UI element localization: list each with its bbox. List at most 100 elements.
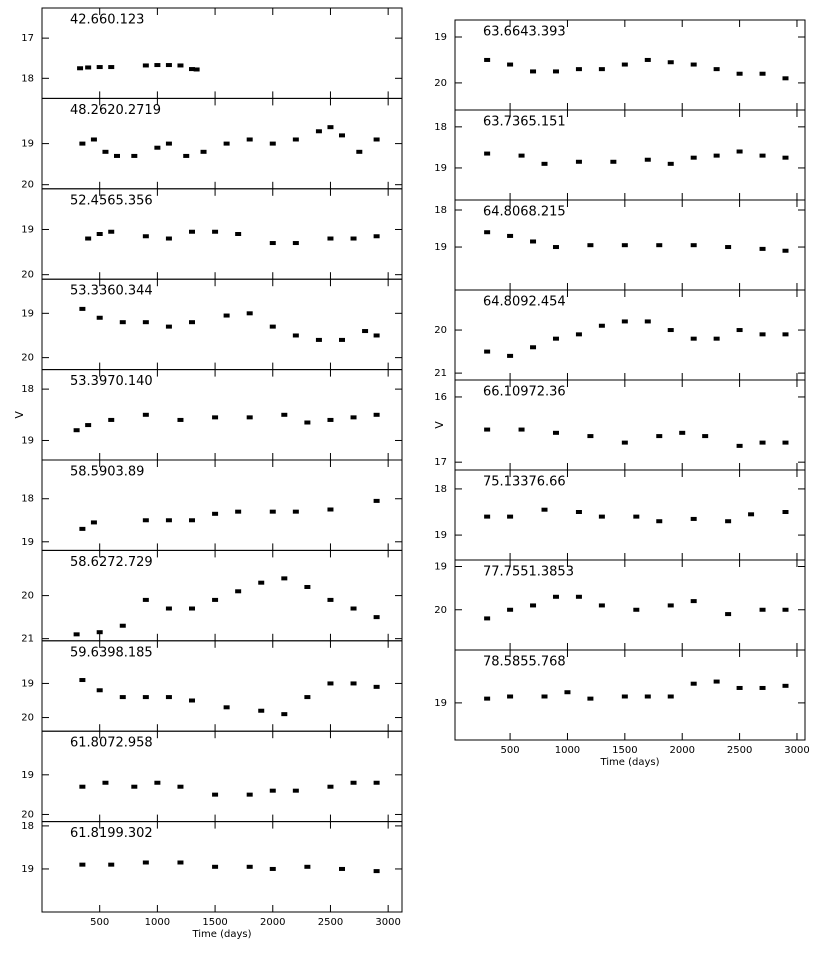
y-tick-label: 20	[21, 270, 34, 281]
x-tick-label: 1000	[555, 745, 580, 756]
data-point	[690, 516, 697, 521]
x-tick-label: 3000	[784, 745, 809, 756]
y-axis-label: V	[433, 421, 446, 429]
data-point	[759, 332, 766, 337]
data-point	[327, 236, 334, 241]
data-point	[292, 509, 299, 514]
data-point	[79, 784, 86, 789]
data-point	[621, 319, 628, 324]
data-point	[223, 141, 230, 146]
data-point	[77, 66, 84, 71]
data-point	[598, 67, 605, 72]
data-point	[690, 62, 697, 67]
data-point	[656, 519, 663, 524]
data-point	[189, 518, 195, 523]
data-point	[362, 329, 369, 334]
data-point	[79, 306, 86, 311]
y-tick-label: 20	[21, 353, 34, 364]
data-point	[114, 153, 120, 158]
data-point	[644, 319, 651, 324]
y-tick-label: 19	[21, 139, 34, 150]
y-tick-label: 19	[21, 864, 34, 875]
data-point	[281, 712, 288, 717]
data-point	[165, 518, 172, 523]
data-point	[79, 678, 86, 683]
y-tick-label: 20	[434, 605, 447, 616]
data-point	[212, 792, 219, 797]
y-tick-label: 20	[21, 809, 34, 820]
data-point	[142, 412, 149, 417]
data-point	[373, 137, 380, 142]
panel-title: 75.13376.66	[483, 475, 566, 490]
data-point	[552, 430, 559, 435]
data-point	[223, 705, 230, 710]
data-point	[748, 512, 755, 517]
data-point	[621, 694, 628, 699]
data-point	[108, 862, 115, 867]
data-point	[281, 412, 288, 417]
data-point	[575, 510, 582, 514]
y-tick-label: 18	[434, 484, 447, 495]
data-point	[690, 155, 697, 160]
y-tick-label: 19	[434, 561, 447, 572]
data-point	[713, 336, 720, 341]
data-point	[119, 695, 126, 700]
data-point	[702, 434, 709, 439]
data-point	[177, 860, 184, 865]
data-point	[154, 780, 161, 785]
y-tick-label: 19	[434, 698, 447, 709]
data-point	[667, 60, 674, 65]
data-point	[782, 76, 789, 81]
data-point	[725, 519, 732, 524]
data-point	[154, 145, 161, 150]
data-point	[690, 336, 697, 341]
y-tick-label: 18	[21, 494, 34, 505]
data-point	[304, 695, 311, 700]
data-point	[269, 509, 276, 514]
data-point	[587, 243, 594, 248]
data-point	[679, 430, 686, 435]
panel-title: 42.660.123	[70, 13, 144, 28]
data-point	[154, 63, 161, 68]
y-tick-label: 20	[434, 78, 447, 89]
data-point	[530, 603, 537, 608]
data-point	[73, 632, 80, 637]
data-point	[575, 332, 582, 337]
data-point	[131, 784, 138, 789]
data-point	[782, 332, 789, 337]
data-point	[736, 149, 743, 154]
data-point	[552, 69, 559, 74]
data-point	[212, 415, 219, 420]
data-point	[350, 236, 357, 241]
data-point	[373, 498, 380, 503]
data-point	[373, 234, 380, 239]
data-point	[507, 62, 514, 67]
data-point	[759, 607, 766, 612]
y-tick-label: 18	[434, 122, 447, 133]
panel-title: 61.8072.958	[70, 736, 153, 751]
data-point	[235, 509, 242, 514]
panel-title: 53.3360.344	[70, 284, 153, 299]
data-point	[736, 443, 743, 448]
data-point	[165, 63, 172, 68]
data-point	[782, 683, 789, 688]
panel-title: 58.6272.729	[70, 555, 153, 570]
data-point	[530, 345, 537, 350]
data-point	[200, 149, 207, 154]
panel-title: 66.10972.36	[483, 385, 566, 400]
y-tick-label: 19	[21, 224, 34, 235]
panel-title: 52.4565.356	[70, 193, 153, 208]
data-point	[598, 514, 605, 519]
data-point	[736, 328, 743, 333]
x-tick-label: 1000	[145, 917, 170, 928]
data-point	[177, 417, 184, 422]
y-tick-label: 19	[21, 770, 34, 781]
data-point	[373, 333, 380, 338]
data-point	[782, 440, 789, 445]
x-tick-label: 500	[501, 745, 520, 756]
x-tick-label: 2000	[669, 745, 694, 756]
data-point	[518, 153, 525, 158]
y-tick-label: 19	[21, 435, 34, 446]
data-point	[484, 427, 491, 432]
